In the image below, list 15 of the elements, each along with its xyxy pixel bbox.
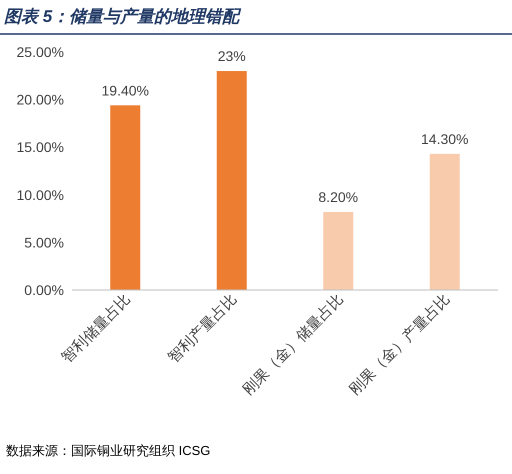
x-tick-label: 刚果（金）储量占比 [240,290,348,398]
data-label: 19.40% [102,82,149,98]
y-tick-label: 20.00% [16,92,64,108]
data-label: 23% [218,48,246,64]
y-tick-label: 5.00% [24,234,64,250]
data-label: 8.20% [318,188,358,205]
y-tick-label: 0.00% [24,282,64,298]
data-label: 14.30% [421,130,468,147]
y-tick-label: 15.00% [16,139,64,156]
y-tick-label: 10.00% [16,186,64,203]
y-tick-label: 25.00% [16,44,64,60]
source-note: 数据来源：国际铜业研究组织 ICSG [6,443,210,458]
x-tick-label: 刚果（金）产量占比 [346,290,454,398]
x-tick-label: 智利产量占比 [164,290,241,366]
title: 图表 5：储量与产量的地理错配 [4,7,240,26]
